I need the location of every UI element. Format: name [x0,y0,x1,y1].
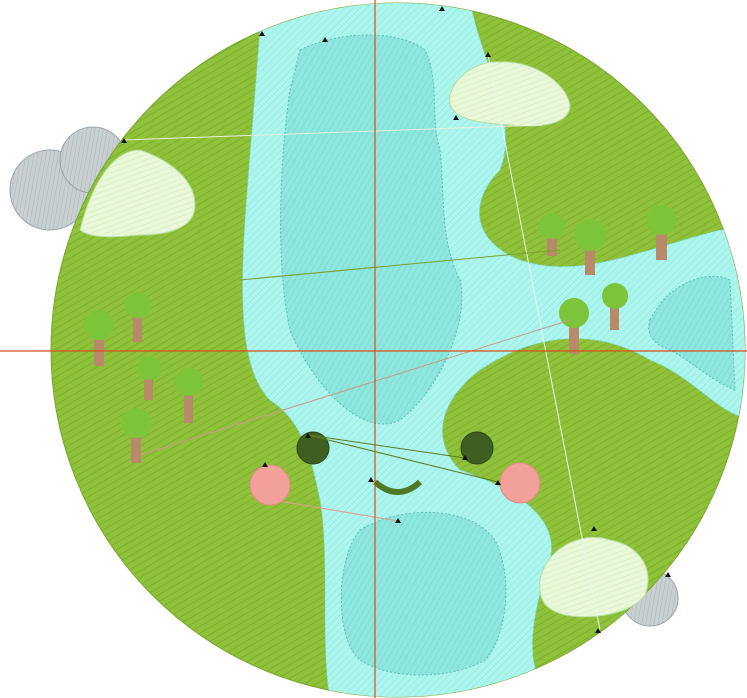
left-cheek [249,464,291,506]
jump-stitches [123,54,601,631]
tree [137,356,161,400]
cloud-bottom-right [539,536,649,618]
water [242,3,745,697]
right-cheek [499,462,541,504]
tree [121,408,151,463]
right-eye [460,431,494,465]
mouth [373,479,423,495]
trees [84,205,676,463]
tree [125,292,151,342]
tree [602,283,628,330]
left-eye [296,431,330,465]
right-pond [648,275,736,391]
tree [175,368,203,423]
tree [646,205,676,260]
lower-lake [340,511,507,676]
tree [559,298,589,354]
cloud-top-right [449,61,571,127]
cloud-left [79,149,196,238]
tree [84,310,114,366]
face [249,431,541,506]
upper-lake [280,34,463,425]
tree [574,219,606,275]
markers [121,6,671,633]
tree [539,213,565,256]
